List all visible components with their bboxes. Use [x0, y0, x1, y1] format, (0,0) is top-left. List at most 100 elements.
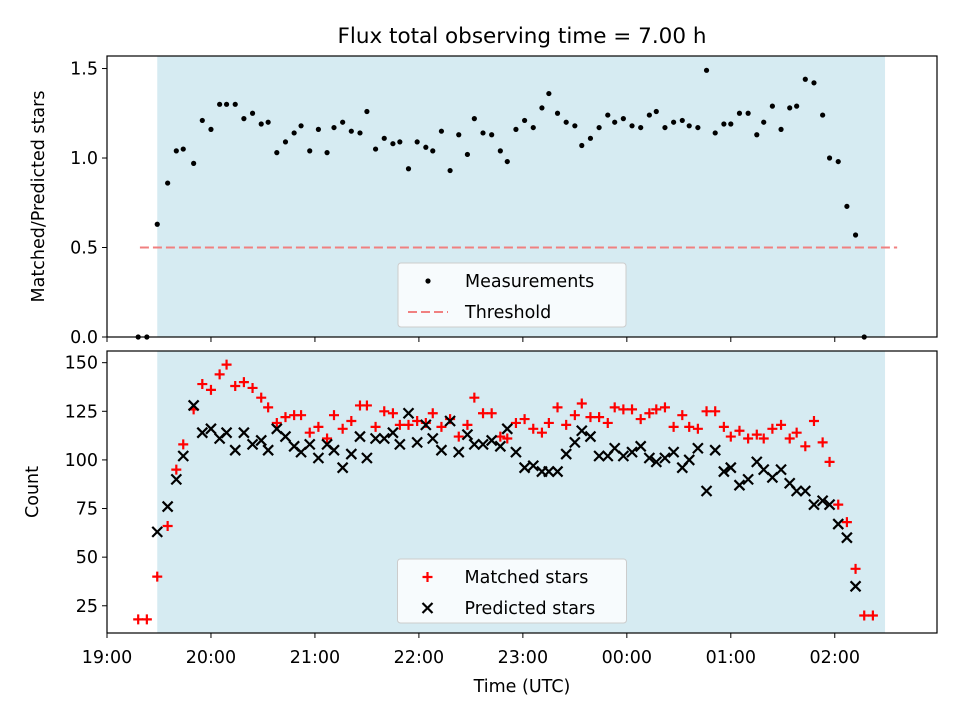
predicted-stars-point	[584, 430, 597, 443]
matched-stars-point	[692, 423, 703, 434]
predicted-stars-point	[799, 485, 812, 497]
measurement-point	[546, 90, 552, 97]
predicted-stars-point	[683, 454, 695, 466]
matched-stars-point	[152, 571, 163, 582]
y-tick-label: 100	[65, 451, 98, 471]
figure-title: Flux total observing time = 7.00 h	[338, 24, 707, 49]
matched-stars-point	[346, 416, 357, 427]
predicted-stars-point	[700, 485, 713, 497]
measurement-point	[497, 148, 503, 154]
predicted-stars-point	[576, 424, 588, 437]
measurement-point	[307, 148, 313, 154]
matched-stars-point	[337, 423, 348, 434]
matched-stars-point	[725, 431, 736, 442]
measurement-point	[826, 155, 833, 161]
predicted-stars-point	[790, 485, 803, 497]
matched-stars-point	[552, 402, 563, 413]
measurement-point	[712, 130, 718, 136]
predicted-stars-point	[246, 438, 259, 451]
measurement-point	[232, 101, 238, 107]
matched-stars-point	[618, 404, 629, 415]
count-axes-frame	[106, 350, 938, 634]
measurement-point	[605, 112, 611, 118]
measurement-point	[447, 167, 453, 174]
measurement-point	[596, 124, 602, 131]
measurement-point	[180, 146, 186, 152]
matched-stars-point	[609, 402, 620, 413]
ratio-legend: Measurements Threshold	[397, 262, 627, 328]
predicted-stars-point	[823, 498, 836, 511]
matched-stars-point	[197, 379, 208, 390]
measurement-point	[703, 67, 710, 73]
matched-stars-point	[684, 421, 695, 432]
matched-stars-point	[296, 410, 307, 421]
matched-stars-point	[576, 398, 587, 409]
measurement-point	[513, 126, 519, 132]
predicted-stars-point	[626, 446, 638, 458]
legend-label: Threshold	[464, 303, 551, 323]
measurement-point	[721, 121, 727, 127]
predicted-stars-point	[725, 461, 737, 474]
measurement-point	[397, 139, 403, 145]
measurement-point	[620, 116, 626, 122]
measurement-point	[835, 158, 841, 165]
predicted-stars-point	[527, 459, 540, 472]
measurement-point	[471, 116, 477, 122]
predicted-stars-point	[667, 446, 680, 458]
measurement-point	[539, 105, 545, 111]
measurement-point	[265, 119, 271, 125]
matched-stars-point	[758, 433, 769, 444]
measurement-point	[241, 116, 247, 122]
predicted-stars-point	[369, 432, 382, 445]
matched-stars-point	[263, 402, 274, 413]
measurement-point	[173, 148, 179, 154]
matched-stars-point	[510, 417, 521, 428]
y-tick-label: 125	[65, 402, 98, 422]
measurement-point	[778, 126, 784, 132]
measurement-point	[612, 119, 618, 125]
y-tick-label: 1.0	[70, 149, 98, 169]
predicted-stars-point	[733, 479, 746, 491]
predicted-stars-point	[477, 438, 489, 451]
y-tick-label: 0.5	[70, 239, 98, 259]
matched-stars-point	[162, 521, 173, 532]
matched-stars-point	[734, 425, 745, 436]
matched-stars-point	[817, 437, 828, 448]
measurement-point	[794, 103, 800, 109]
predicted-stars-point	[229, 444, 242, 456]
predicted-stars-point	[849, 580, 862, 593]
matched-stars-point	[394, 419, 405, 430]
matched-stars-point	[322, 433, 333, 444]
predicted-stars-point	[659, 452, 671, 464]
predicted-stars-point	[452, 446, 465, 458]
matched-stars-point	[536, 427, 547, 438]
matched-stars-point	[659, 402, 670, 413]
measurement-point	[340, 119, 346, 125]
legend-label: Measurements	[465, 272, 594, 292]
matched-stars-point	[635, 414, 646, 425]
measurement-point	[671, 119, 677, 125]
predicted-stars-point	[709, 444, 721, 456]
measurement-point	[298, 123, 304, 129]
x-tick-label: 23:00	[498, 648, 548, 668]
predicted-stars-point	[775, 463, 787, 476]
x-tick-label: 00:00	[602, 648, 652, 668]
measurement-point	[364, 108, 370, 115]
measurement-point	[324, 150, 330, 156]
matched-stars-point	[370, 421, 381, 432]
matched-stars-point	[668, 421, 679, 432]
matched-stars-point	[141, 614, 152, 625]
matched-stars-point	[569, 410, 580, 421]
matched-stars-point	[462, 419, 473, 430]
measurement-point	[208, 126, 214, 132]
predicted-stars-point	[461, 428, 474, 441]
measurement-point	[530, 124, 536, 131]
matched-stars-point	[271, 417, 282, 428]
predicted-stars-point	[196, 426, 209, 439]
predicted-stars-point	[387, 426, 399, 439]
predicted-stars-point	[692, 442, 704, 455]
y-tick-label: 25	[76, 597, 98, 617]
predicted-stars-point	[378, 432, 391, 445]
matched-stars-point	[800, 441, 811, 452]
predicted-stars-point	[187, 399, 200, 412]
